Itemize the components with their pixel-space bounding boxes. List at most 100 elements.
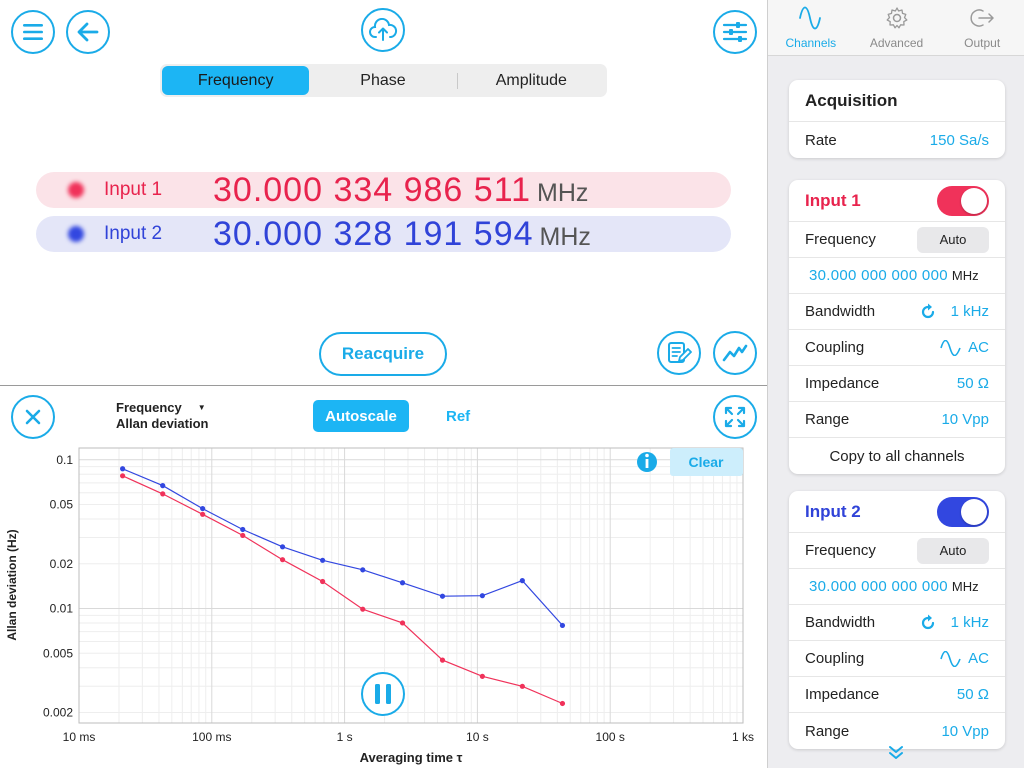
input-1-auto-button[interactable]: Auto: [917, 226, 989, 253]
data-point: [360, 606, 366, 612]
frequency-label: Frequency: [805, 542, 876, 559]
input-1-indicator-dot: [68, 182, 84, 198]
input-1-frequency-value-row[interactable]: 30.000 000 000 000 MHz: [789, 258, 1005, 294]
back-button[interactable]: [66, 10, 110, 54]
input-1-coupling-value-group: AC: [940, 339, 989, 356]
refresh-icon[interactable]: [919, 614, 937, 632]
settings-sidebar: Channels Advanced Output Acquisition Rat…: [767, 0, 1024, 768]
input-2-coupling-value-group: AC: [940, 650, 989, 667]
clear-button[interactable]: Clear: [670, 448, 743, 476]
close-plot-button[interactable]: [11, 395, 55, 439]
segment-phase[interactable]: Phase: [360, 71, 406, 89]
input-1-impedance-value: 50 Ω: [956, 375, 989, 392]
copy-to-all-channels-button[interactable]: Copy to all channels: [829, 447, 965, 465]
log-notes-button[interactable]: [657, 331, 701, 375]
segment-amplitude[interactable]: Amplitude: [495, 71, 567, 89]
input-1-frequency-unit: MHz: [537, 178, 589, 207]
coupling-label: Coupling: [805, 650, 865, 667]
x-axis-label: Averaging time τ: [360, 750, 463, 765]
data-point: [479, 673, 485, 679]
x-tick-label: 100 ms: [192, 730, 231, 744]
rate-row[interactable]: Rate 150 Sa/s: [789, 122, 1005, 158]
data-point: [360, 567, 366, 573]
input-1-bandwidth-row[interactable]: Bandwidth 1 kHz: [789, 294, 1005, 330]
y-axis-label: Allan deviation (Hz): [5, 529, 19, 640]
impedance-label: Impedance: [805, 375, 880, 392]
dropdown-caret-icon: ▼: [197, 403, 206, 412]
input-1-impedance-row[interactable]: Impedance 50 Ω: [789, 366, 1005, 402]
input-2-enable-toggle[interactable]: [937, 496, 989, 527]
tab-channels[interactable]: Channels: [768, 0, 854, 55]
x-tick-label: 1 ks: [732, 730, 754, 744]
refresh-icon[interactable]: [919, 303, 937, 321]
input-2-bandwidth-value-group: 1 kHz: [919, 614, 989, 632]
pause-button[interactable]: [361, 672, 405, 716]
input-2-coupling-row[interactable]: Coupling AC: [789, 641, 1005, 677]
expand-plot-button[interactable]: [713, 395, 757, 439]
input-1-title: Input 1: [805, 190, 861, 210]
allan-deviation-chart[interactable]: 10 ms 100 ms 1 s 10 s 100 s 1 ks 0.1 0.05 0.02 0…: [0, 440, 767, 768]
panel-divider: [0, 385, 767, 386]
data-point: [320, 557, 326, 563]
data-point: [559, 622, 566, 629]
data-point: [200, 511, 206, 517]
y-tick-label: 0.02: [50, 557, 74, 571]
input-1-range-row[interactable]: Range 10 Vpp: [789, 402, 1005, 438]
data-point: [120, 473, 126, 479]
edit-document-icon: [668, 342, 692, 363]
tab-output[interactable]: Output: [939, 0, 1024, 55]
input-1-frequency-row: Frequency Auto: [789, 222, 1005, 258]
input-1-coupling-row[interactable]: Coupling AC: [789, 330, 1005, 366]
impedance-label: Impedance: [805, 686, 880, 703]
input-1-enable-toggle[interactable]: [937, 185, 989, 216]
input-1-bandwidth-value-group: 1 kHz: [919, 303, 989, 321]
segment-frequency[interactable]: Frequency: [162, 66, 310, 95]
input-2-frequency-value-row[interactable]: 30.000 000 000 000 MHz: [789, 569, 1005, 605]
tab-advanced[interactable]: Advanced: [854, 0, 940, 55]
input-2-nominal-frequency-unit: MHz: [951, 579, 979, 594]
input-2-auto-button[interactable]: Auto: [917, 537, 989, 564]
input-2-coupling-value: AC: [968, 650, 989, 667]
sidebar-tabs: Channels Advanced Output: [768, 0, 1024, 56]
series-line-2: [122, 475, 563, 705]
range-label: Range: [805, 411, 850, 428]
data-point: [439, 593, 446, 599]
reacquire-button[interactable]: Reacquire: [319, 332, 447, 376]
info-icon[interactable]: [637, 452, 657, 472]
input-2-range-row[interactable]: Range 10 Vpp: [789, 713, 1005, 749]
menu-button[interactable]: [11, 10, 55, 54]
settings-sliders-button[interactable]: [713, 10, 757, 54]
toggle-knob: [961, 187, 987, 214]
input-2-bandwidth-value: 1 kHz: [950, 614, 989, 631]
input-1-bandwidth-value: 1 kHz: [950, 303, 989, 320]
chevron-down-double-icon[interactable]: [887, 744, 905, 760]
output-arrow-icon: [970, 9, 994, 27]
data-point: [279, 557, 286, 563]
input-2-frequency-value: 30.000 328 191 594: [213, 214, 534, 253]
input-2-impedance-row[interactable]: Impedance 50 Ω: [789, 677, 1005, 713]
input-2-frequency-unit: MHz: [539, 222, 591, 251]
y-tick-label: 0.05: [50, 498, 74, 512]
cloud-upload-button[interactable]: [361, 8, 405, 52]
close-icon: [25, 409, 41, 425]
y-tick-label: 0.1: [56, 453, 73, 467]
rate-value[interactable]: 150 Sa/s: [929, 131, 989, 149]
main-area: Frequency Phase Amplitude Input 1 30.000…: [0, 8, 767, 768]
frequency-label: Frequency: [805, 231, 876, 248]
ref-button[interactable]: Ref: [446, 408, 471, 425]
input-2-frequency-row: Frequency Auto: [789, 533, 1005, 569]
hamburger-icon: [23, 24, 43, 40]
ac-wave-icon: [940, 339, 961, 356]
sine-wave-icon: [798, 6, 821, 30]
input-2-bandwidth-row[interactable]: Bandwidth 1 kHz: [789, 605, 1005, 641]
plot-type-selector[interactable]: Frequency ▼ Allan deviation: [116, 400, 208, 432]
trend-chart-button[interactable]: [713, 331, 757, 375]
data-point: [240, 532, 246, 539]
input-2-impedance-value: 50 Ω: [956, 686, 989, 703]
data-point: [320, 578, 326, 585]
x-tick-label: 1 s: [337, 730, 353, 744]
autoscale-button[interactable]: Autoscale: [313, 400, 409, 432]
data-point: [479, 593, 485, 599]
input-2-nominal-frequency: 30.000 000 000 000: [809, 578, 948, 595]
y-tick-label: 0.002: [43, 706, 73, 720]
